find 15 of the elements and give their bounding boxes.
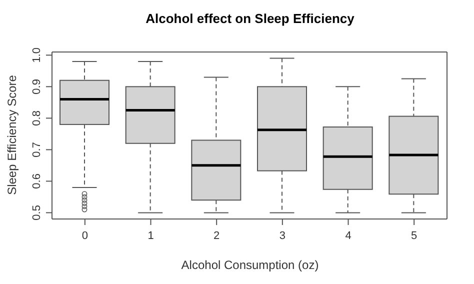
y-tick-label: 0.9 (31, 79, 43, 94)
y-tick-label: 0.7 (31, 142, 43, 158)
y-tick-label: 1.0 (31, 48, 43, 63)
y-tick-label: 0.8 (31, 110, 43, 126)
x-tick-label: 1 (148, 230, 154, 242)
x-tick-label: 2 (214, 230, 220, 242)
y-tick-label: 0.5 (31, 205, 43, 220)
y-axis-title: Sleep Efficiency Score (5, 75, 19, 195)
y-tick-label: 0.6 (31, 174, 43, 189)
x-tick-label: 5 (411, 230, 418, 242)
x-tick-label: 0 (82, 230, 88, 242)
x-axis-title: Alcohol Consumption (oz) (180, 258, 320, 272)
chart-title: Alcohol effect on Sleep Efficiency (144, 11, 356, 26)
x-tick-label: 3 (279, 230, 286, 242)
x-tick-label: 4 (345, 230, 352, 242)
